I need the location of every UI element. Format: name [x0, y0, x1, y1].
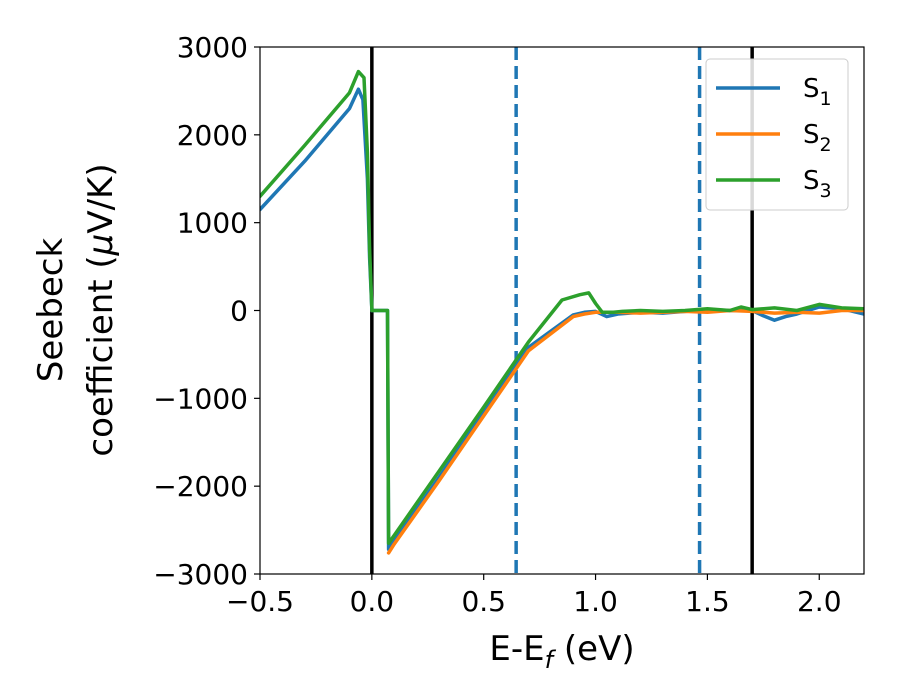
- y-tick-label: 2000: [177, 119, 248, 152]
- y-tick-label: 1000: [177, 207, 248, 240]
- legend-label-3: S3: [803, 166, 832, 202]
- y-axis-label: Seebeck coefficient (μV/K): [31, 163, 121, 456]
- x-tick-label: 1.5: [685, 585, 730, 618]
- y-axis-label-line2: coefficient (μV/K): [81, 163, 121, 456]
- x-tick-label: 2.0: [797, 585, 842, 618]
- y-tick-label: 0: [230, 295, 248, 328]
- y-tick-label: 3000: [177, 31, 248, 64]
- x-tick-label: 0.5: [461, 585, 506, 618]
- legend-label-2: S2: [803, 120, 832, 156]
- x-axis-label: E-Ef (eV): [489, 629, 634, 674]
- x-tick-label: 0.0: [350, 585, 395, 618]
- y-tick-label: −1000: [153, 382, 248, 415]
- legend: S1 S2 S3: [705, 58, 849, 211]
- series-group: [260, 69, 864, 555]
- y-axis-ticks: −3000 −2000 −1000 0 1000 2000 3000: [153, 31, 260, 591]
- y-tick-label: −2000: [153, 470, 248, 503]
- series-line-3: [260, 69, 864, 546]
- x-tick-label: −0.5: [226, 585, 294, 618]
- x-tick-label: 1.0: [573, 585, 618, 618]
- y-axis-label-line1: Seebeck: [31, 238, 71, 383]
- legend-label-1: S1: [803, 74, 832, 110]
- series-line-2: [386, 308, 864, 555]
- x-axis-ticks: −0.5 0.0 0.5 1.0 1.5 2.0: [226, 574, 842, 618]
- y-tick-label: −3000: [153, 558, 248, 591]
